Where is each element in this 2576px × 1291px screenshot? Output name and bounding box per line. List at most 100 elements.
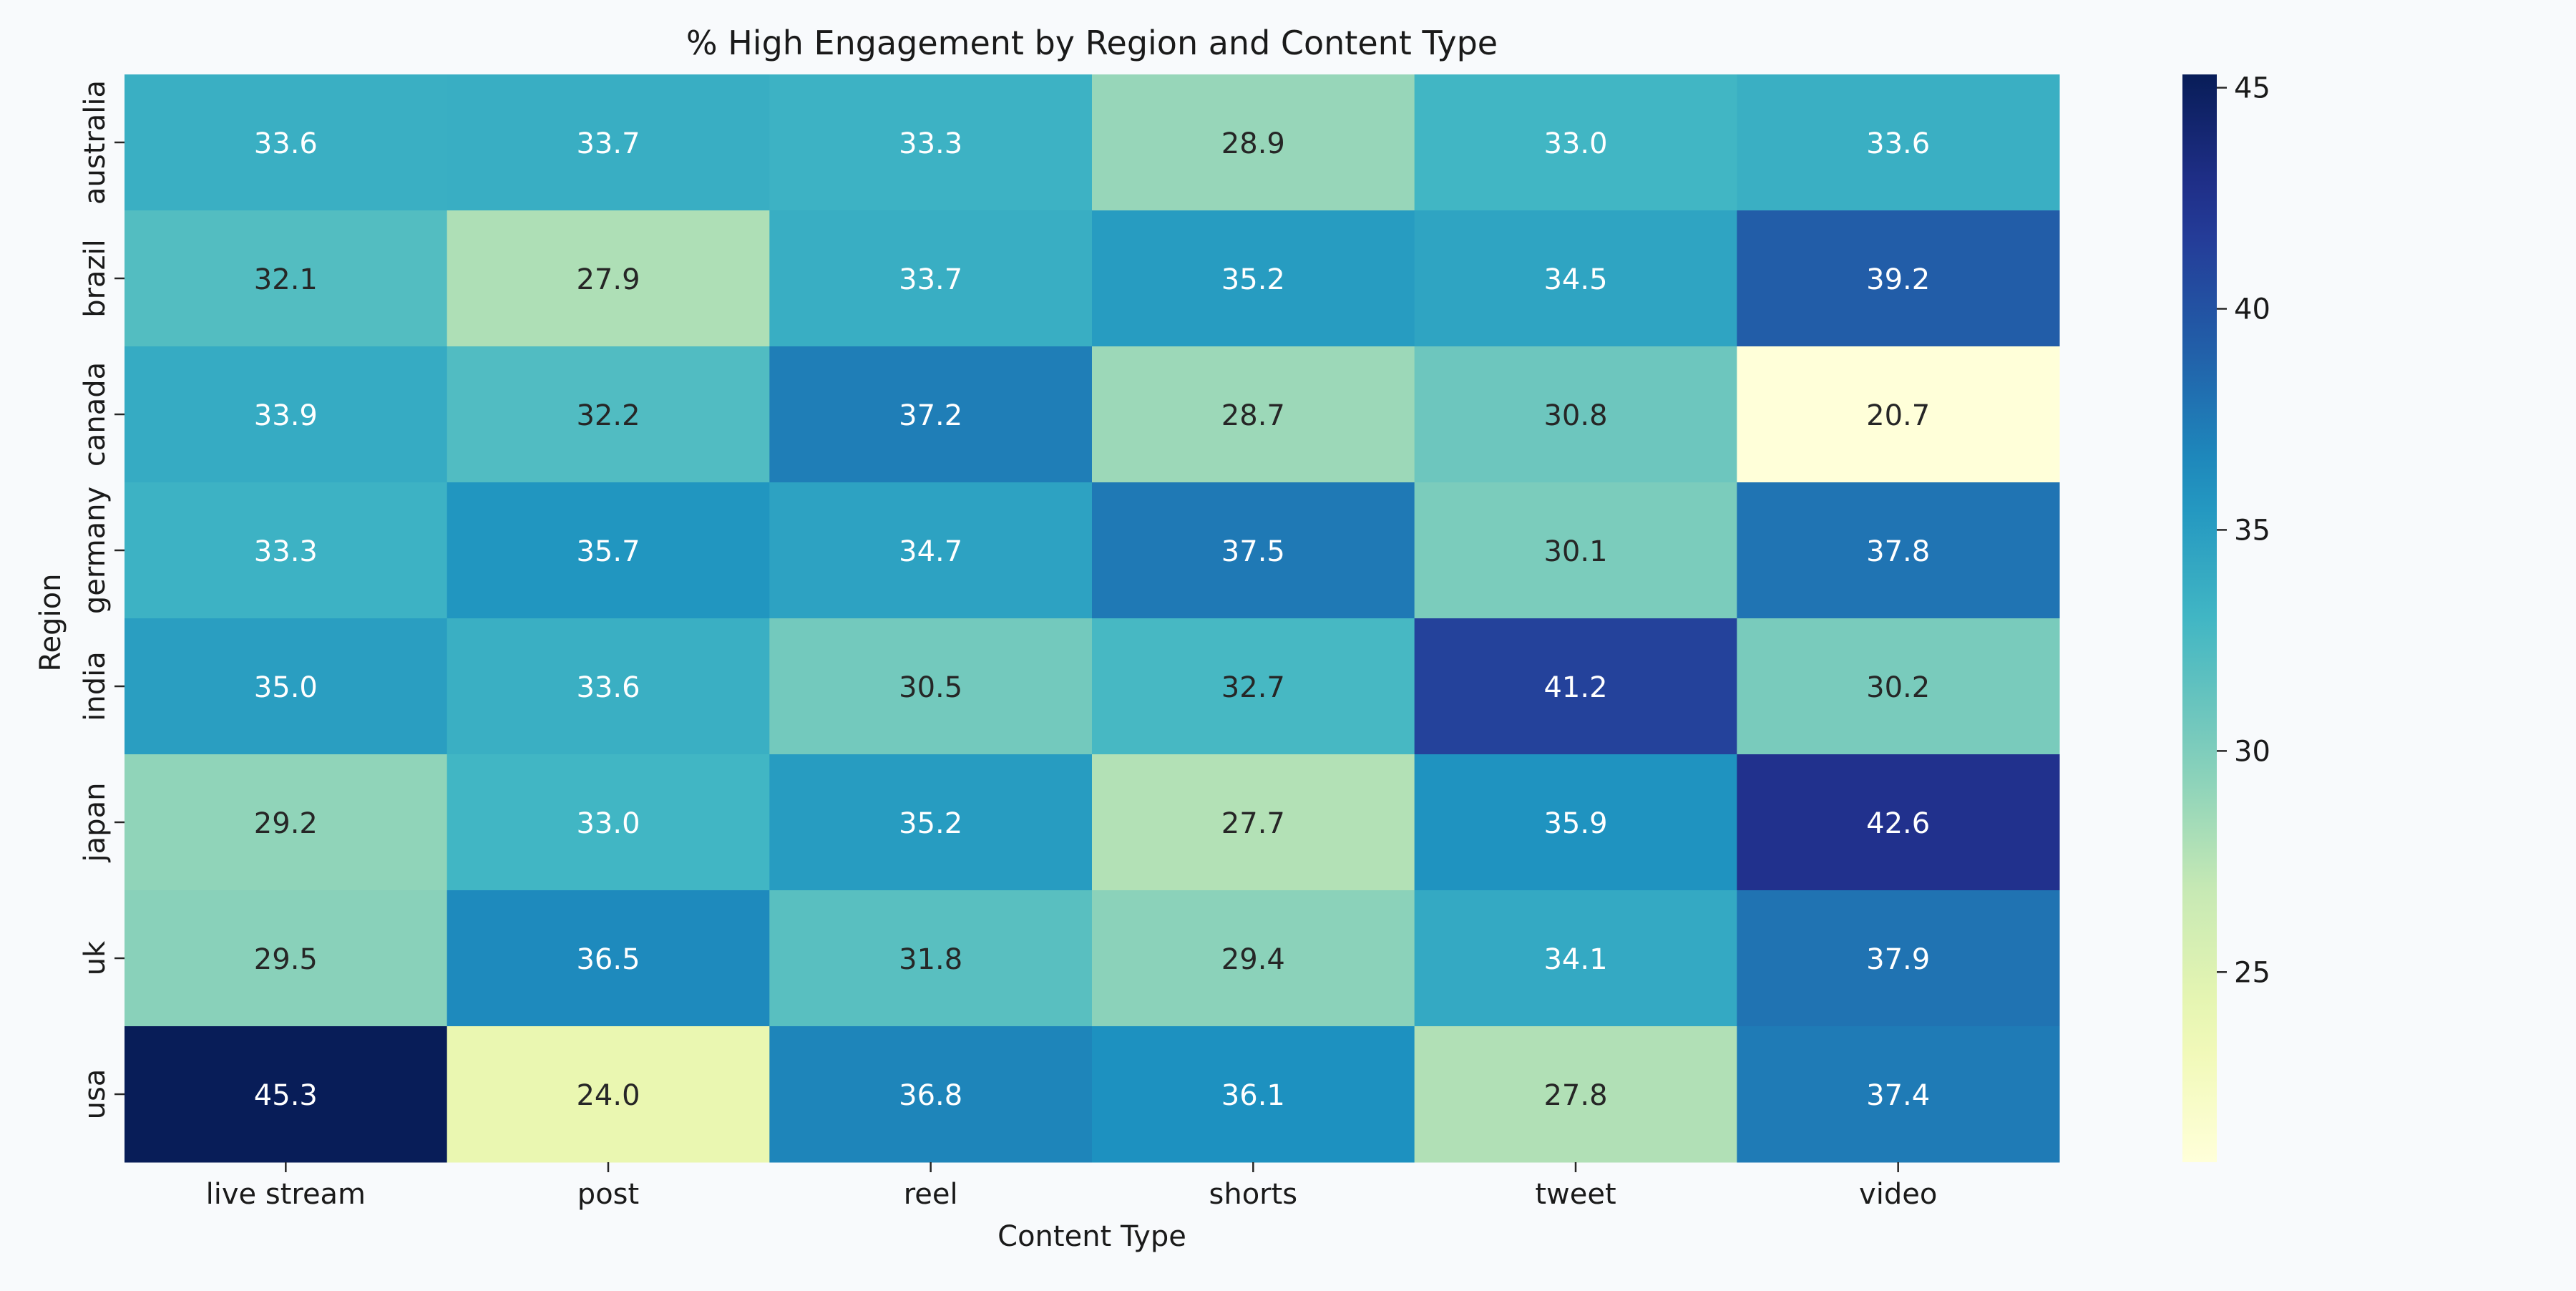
heatmap-cell: [125, 754, 448, 891]
cell-value-label: 34.7: [899, 535, 962, 568]
heatmap-cell: [1414, 346, 1737, 483]
heatmap-cell: [1092, 74, 1415, 211]
heatmap-cell: [1414, 1026, 1737, 1163]
y-tick-label: australia: [79, 80, 112, 205]
cell-value-label: 29.4: [1221, 943, 1285, 976]
heatmap-cell: [1092, 482, 1415, 619]
heatmap-cell: [125, 74, 448, 211]
cell-value-label: 35.2: [899, 807, 962, 840]
cell-value-label: 33.6: [1866, 127, 1930, 160]
x-axis-label: Content Type: [997, 1220, 1186, 1253]
cell-value-label: 35.0: [254, 671, 318, 704]
cell-value-label: 32.2: [576, 399, 640, 432]
heatmap-cell: [1737, 1026, 2060, 1163]
cell-value-label: 20.7: [1866, 399, 1930, 432]
cell-value-label: 36.8: [899, 1079, 962, 1112]
heatmap-cell: [1092, 346, 1415, 483]
heatmap-cell: [769, 74, 1093, 211]
cell-value-label: 35.7: [576, 535, 640, 568]
cell-value-label: 33.0: [1543, 127, 1607, 160]
colorbar-tick-label: 35: [2234, 514, 2270, 547]
heatmap-cell: [1092, 890, 1415, 1027]
cell-value-label: 32.1: [254, 263, 318, 296]
cell-value-label: 34.1: [1543, 943, 1607, 976]
heatmap-cell: [1414, 74, 1737, 211]
cell-value-label: 33.7: [576, 127, 640, 160]
heatmap-cell: [447, 618, 770, 755]
heatmap-cell: [447, 74, 770, 211]
heatmap-cell: [1737, 754, 2060, 891]
colorbar-gradient: [2182, 74, 2217, 1162]
cell-value-label: 37.8: [1866, 535, 1930, 568]
y-tick-label: usa: [79, 1069, 112, 1120]
heatmap-cell: [447, 210, 770, 347]
cell-value-label: 35.2: [1221, 263, 1285, 296]
heatmap-cell: [769, 482, 1093, 619]
heatmap-cell: [447, 346, 770, 483]
heatmap-cell: [1092, 618, 1415, 755]
heatmap-cell: [1737, 346, 2060, 483]
heatmap-cell: [1092, 754, 1415, 891]
y-tick-label: germany: [79, 487, 112, 614]
heatmap-cell: [1737, 890, 2060, 1027]
cell-value-label: 30.2: [1866, 671, 1930, 704]
cell-value-label: 28.9: [1221, 127, 1285, 160]
heatmap-cell: [1092, 1026, 1415, 1163]
cell-value-label: 30.8: [1543, 399, 1607, 432]
heatmap-cell: [125, 1026, 448, 1163]
heatmap-cell: [769, 754, 1093, 891]
y-axis-label: Region: [34, 574, 67, 672]
cell-value-label: 36.1: [1221, 1079, 1285, 1112]
heatmap-cell: [1414, 618, 1737, 755]
heatmap-cell: [1737, 74, 2060, 211]
cell-value-label: 34.5: [1543, 263, 1607, 296]
cell-value-label: 37.4: [1866, 1079, 1930, 1112]
heatmap-cell: [769, 210, 1093, 347]
heatmap-cell: [1414, 210, 1737, 347]
heatmap-cell: [125, 482, 448, 619]
cell-value-label: 31.8: [899, 943, 962, 976]
cell-value-label: 24.0: [576, 1079, 640, 1112]
heatmap-cell: [447, 890, 770, 1027]
cell-value-label: 37.2: [899, 399, 962, 432]
cell-value-label: 36.5: [576, 943, 640, 976]
cell-value-label: 27.8: [1543, 1079, 1607, 1112]
cell-value-label: 39.2: [1866, 263, 1930, 296]
colorbar-tick-label: 40: [2234, 293, 2270, 326]
cell-value-label: 41.2: [1543, 671, 1607, 704]
cell-value-label: 27.9: [576, 263, 640, 296]
cell-value-label: 30.5: [899, 671, 962, 704]
cell-value-label: 33.0: [576, 807, 640, 840]
x-tick-label: tweet: [1535, 1178, 1616, 1211]
cell-value-label: 29.5: [254, 943, 318, 976]
cell-value-label: 33.3: [899, 127, 962, 160]
x-tick-label: reel: [904, 1178, 958, 1211]
cell-value-label: 45.3: [254, 1079, 318, 1112]
y-tick-label: uk: [79, 940, 112, 975]
cell-value-label: 33.6: [254, 127, 318, 160]
x-tick-label: live stream: [206, 1178, 366, 1211]
y-tick-label: canada: [79, 362, 112, 467]
cell-value-label: 29.2: [254, 807, 318, 840]
cell-value-label: 32.7: [1221, 671, 1285, 704]
colorbar-tick-label: 45: [2234, 72, 2270, 105]
heatmap-cell: [447, 1026, 770, 1163]
x-tick-label: video: [1859, 1178, 1937, 1211]
heatmap-cell: [769, 1026, 1093, 1163]
y-tick-label: india: [79, 651, 112, 721]
cell-value-label: 35.9: [1543, 807, 1607, 840]
y-tick-label: brazil: [79, 239, 112, 318]
heatmap-cell: [1414, 482, 1737, 619]
heatmap-cell: [447, 482, 770, 619]
colorbar-tick-label: 30: [2234, 735, 2270, 768]
heatmap-cell: [1092, 210, 1415, 347]
x-tick-label: shorts: [1209, 1178, 1298, 1211]
heatmap-cell: [769, 346, 1093, 483]
colorbar-tick-label: 25: [2234, 956, 2270, 989]
heatmap-cells: 33.6 33.7 33.3 28.9 33.0 33.6 32.1 27.9 33.7 35.2…: [125, 74, 2060, 1163]
y-axis: australia brazil canada germany india japan uk…: [79, 80, 125, 1119]
cell-value-label: 33.9: [254, 399, 318, 432]
colorbar: 25 30 35 40 45: [2182, 72, 2270, 1162]
